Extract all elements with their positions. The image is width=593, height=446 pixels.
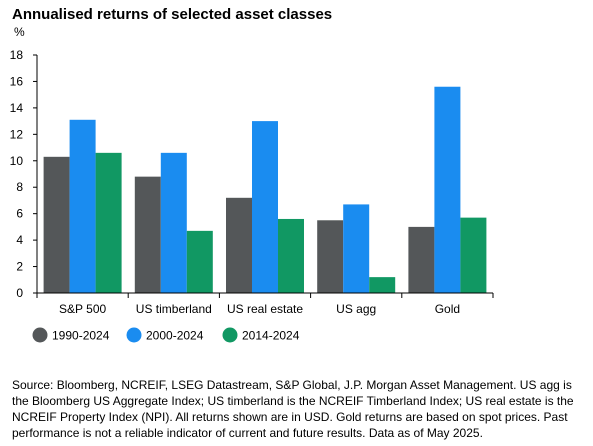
bar-2000-2024-gold [434,86,461,293]
x-tick-label: Gold [435,302,460,316]
x-tick-label: US timberland [136,302,212,316]
x-tick-label: S&P 500 [59,302,106,316]
legend: 1990-2024 2000-2024 2014-2024 [32,327,300,343]
legend-swatch [32,327,48,343]
bar-2000-2024-us-timberland [160,152,187,293]
bar-1990-2024-us-timberland [134,176,161,293]
bars-group [43,86,487,294]
x-axis-tick-labels: S&P 500 US timberland US real estate US agg… [59,302,460,316]
legend-label: 1990-2024 [52,329,110,343]
x-tick-label: US agg [336,302,376,316]
chart-title: Annualised returns of selected asset cla… [12,6,333,23]
bar-2000-2024-us-real-estate [252,121,278,293]
y-tick-label: 6 [16,207,23,221]
y-tick-label: 12 [10,127,24,141]
bar-1990-2024-us-real-estate [226,197,252,293]
y-tick-label: 8 [16,180,23,194]
legend-label: 2000-2024 [146,329,204,343]
source-footnote: Source: Bloomberg, NCREIF, LSEG Datastre… [12,378,574,440]
bar-1990-2024-gold [408,226,435,293]
bar-2014-2024-us-timberland [186,230,213,293]
legend-swatch [222,327,238,343]
legend-swatch [126,327,142,343]
bar-1990-2024-s-p-500 [43,156,70,293]
bar-2000-2024-s-p-500 [69,119,96,294]
y-tick-label: 16 [10,74,24,88]
y-tick-label: 10 [10,154,24,168]
legend-label: 2014-2024 [242,329,300,343]
bar-2014-2024-us-real-estate [278,218,304,293]
y-tick-label: 4 [16,233,23,247]
bar-2014-2024-s-p-500 [95,152,122,293]
y-tick-label: 2 [16,260,23,274]
axes [36,55,494,298]
y-tick-label: 14 [10,101,24,115]
y-tick-label: 0 [16,286,23,300]
bar-2014-2024-gold [460,217,487,293]
y-axis-label: % [14,25,25,39]
y-axis-ticks: 0 2 4 6 8 10 12 14 16 18 [10,48,37,300]
bar-2000-2024-us-agg [343,204,370,293]
bar-chart: % 0 2 4 6 8 10 12 14 16 18 S&P 500 US timberland US… [10,25,494,343]
bar-1990-2024-us-agg [317,220,344,293]
bar-2014-2024-us-agg [369,277,396,293]
x-tick-label: US real estate [227,302,303,316]
y-tick-label: 18 [10,48,24,62]
